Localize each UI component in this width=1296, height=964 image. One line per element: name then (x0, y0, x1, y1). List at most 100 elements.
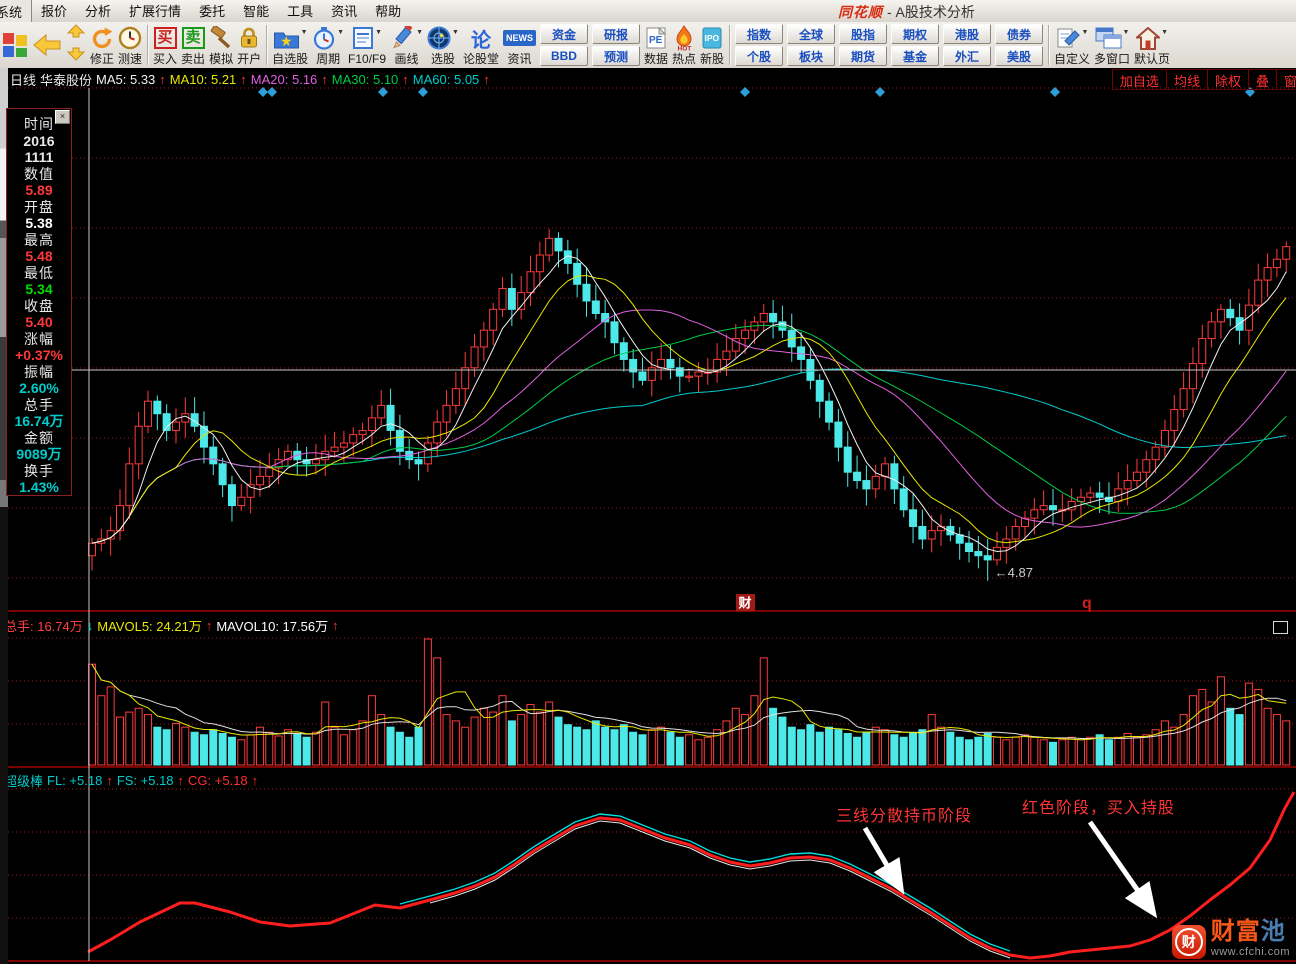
volume-bar (115, 716, 124, 766)
trade-买入-label: 买入 (153, 51, 178, 66)
volume-bar (881, 729, 890, 766)
volume-bar (535, 711, 544, 766)
volume-bar (414, 726, 423, 766)
up-arrow-icon[interactable] (66, 24, 86, 44)
candle-body (694, 371, 703, 377)
button-全球[interactable]: 全球 (787, 24, 835, 44)
q-watermark: q (1082, 595, 1092, 612)
trade-开户[interactable]: 开户 (235, 25, 263, 66)
tool-自选股[interactable]: ★ ▼ 自选股 (270, 25, 310, 66)
menu-9[interactable]: 帮助 (375, 3, 402, 19)
chevron-down-icon[interactable]: ▼ (1081, 28, 1089, 36)
volume-bar (1002, 739, 1011, 766)
candle-body (171, 421, 180, 431)
volume-bar (106, 686, 115, 766)
button-BBD[interactable]: BBD (539, 46, 588, 66)
down-arrow-icon[interactable] (66, 46, 86, 66)
button-研报[interactable]: 研报 (591, 24, 640, 44)
tool-周期[interactable]: ▼ 周期 (310, 25, 346, 66)
chevron-down-icon[interactable]: ▼ (452, 28, 459, 36)
chart-button-除权[interactable]: 除权 (1206, 70, 1248, 89)
tool-测速[interactable]: 测速 (116, 25, 144, 66)
tool-选股[interactable]: ▼ 选股 (425, 25, 461, 66)
menu-5[interactable]: 委托 (199, 3, 226, 19)
info-label: 收盘 (24, 297, 54, 314)
button-基金[interactable]: 基金 (891, 46, 939, 66)
volume-bar (675, 736, 684, 766)
menu-8[interactable]: 资讯 (331, 3, 358, 19)
volume-bar (601, 726, 610, 766)
chevron-down-icon[interactable]: ▼ (337, 28, 345, 36)
chevron-down-icon[interactable]: ▼ (1122, 28, 1130, 36)
chevron-down-icon[interactable]: ▼ (300, 28, 308, 36)
button-板块[interactable]: 板块 (787, 46, 835, 66)
chart-button-加自选[interactable]: 加自选 (1111, 70, 1166, 89)
button-资金[interactable]: 资金 (539, 24, 588, 44)
chevron-down-icon[interactable]: ▼ (1161, 28, 1168, 36)
button-个股[interactable]: 个股 (735, 46, 783, 66)
candle-body (666, 358, 675, 369)
tool-多窗口[interactable]: ▼ 多窗口 (1092, 25, 1132, 66)
button-港股[interactable]: 港股 (943, 24, 991, 44)
indicator-value: CG: +5.18 (188, 772, 248, 788)
trade-卖出[interactable]: 卖卖出 (179, 25, 207, 66)
tool-资讯[interactable]: NEWS 资讯 (501, 25, 538, 66)
tool-F10/F9[interactable]: ▼ F10/F9 (346, 25, 388, 66)
candle-body (582, 283, 591, 302)
volume-bar (526, 704, 535, 766)
chevron-down-icon[interactable]: ▼ (416, 28, 423, 36)
button-外汇[interactable]: 外汇 (943, 46, 991, 66)
button-期权[interactable]: 期权 (891, 24, 939, 44)
candle-body (283, 450, 292, 461)
stock-chart[interactable]: ←4.87 财 q 三线分散持币阶段 红色阶段，买入持股 (0, 68, 1296, 964)
button-指数[interactable]: 指数 (735, 24, 783, 44)
svg-text:IPO: IPO (704, 33, 719, 43)
close-icon[interactable]: × (55, 110, 70, 124)
button-债券[interactable]: 债券 (995, 24, 1043, 44)
tool-新股[interactable]: IPO 新股 (698, 25, 726, 66)
candle-body (741, 329, 750, 340)
tool-热点[interactable]: HOT 热点 (670, 25, 698, 66)
volume-bar (1263, 707, 1272, 766)
tool-默认页[interactable]: ▼ 默认页 (1132, 25, 1172, 66)
volume-bar (1104, 739, 1113, 766)
trade-模拟[interactable]: 模拟 (207, 25, 235, 66)
menu-3[interactable]: 分析 (85, 3, 112, 19)
menu-2[interactable]: 报价 (41, 3, 68, 19)
candle-body (853, 471, 862, 482)
diamond-marker-icon (378, 87, 388, 97)
candle-body (1207, 321, 1216, 340)
menu-bar: 系统 报价 分析 扩展行情 委托 智能 工具 资讯 帮助 同花顺 - A股技术分析 (0, 0, 1296, 24)
candle-body (153, 400, 162, 415)
menu-1[interactable]: 系统 (0, 0, 33, 24)
button-预测[interactable]: 预测 (591, 46, 640, 66)
trade-模拟-label: 模拟 (209, 51, 234, 66)
volume-bar (479, 707, 488, 766)
chevron-down-icon[interactable]: ▼ (375, 28, 383, 36)
volume-header-box[interactable] (1273, 621, 1288, 634)
tool-自定义[interactable]: ▼ 自定义 (1052, 25, 1092, 66)
button-美股[interactable]: 美股 (995, 46, 1043, 66)
candle-body (1095, 492, 1104, 498)
menu-6[interactable]: 智能 (243, 3, 270, 19)
chart-button-窗[interactable]: 窗 (1275, 70, 1296, 89)
back-button[interactable] (30, 32, 64, 59)
tool-修正[interactable]: 修正 (88, 25, 116, 66)
info-value: 1111 (24, 149, 54, 165)
menu-4[interactable]: 扩展行情 (129, 3, 182, 19)
menu-7[interactable]: 工具 (287, 3, 314, 19)
button-股指[interactable]: 股指 (839, 24, 887, 44)
volume-bar (97, 695, 106, 766)
trade-买入[interactable]: 买买入 (151, 25, 179, 66)
chart-button-均线[interactable]: 均线 (1165, 70, 1207, 89)
candle-body (339, 442, 348, 448)
candle-body (815, 379, 824, 402)
tool-论股堂[interactable]: 论论股堂 (461, 25, 501, 66)
layout-button[interactable] (0, 32, 30, 59)
cfchi-logo-icon: 财 (1171, 925, 1206, 959)
chart-button-叠[interactable]: 叠 (1247, 70, 1276, 89)
tool-新股-label: 新股 (699, 51, 724, 66)
tool-画线[interactable]: ▼ 画线 (388, 25, 425, 66)
tool-数据[interactable]: PE 数据 (642, 25, 670, 66)
button-期货[interactable]: 期货 (839, 46, 887, 66)
